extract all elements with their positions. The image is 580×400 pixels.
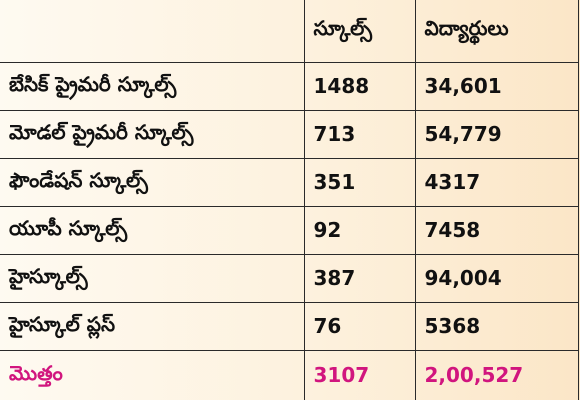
- row-schools: 92: [303, 205, 416, 255]
- row-label: ఫౌండేషన్ స్కూల్స్: [0, 157, 305, 207]
- row-schools: 387: [303, 253, 416, 303]
- row-schools: 1488: [303, 61, 416, 111]
- row-students: 94,004: [414, 253, 579, 303]
- row-label: యూపీ స్కూల్స్: [0, 205, 305, 255]
- row-label: హైస్కూల్ ప్లస్: [0, 301, 305, 351]
- row-label: హైస్కూల్స్: [0, 253, 305, 303]
- table-row: హైస్కూల్స్ 387 94,004: [0, 253, 579, 303]
- table-row: బేసిక్ ప్రైమరీ స్కూల్స్ 1488 34,601: [0, 61, 579, 111]
- table-header-row: స్కూల్స్ విద్యార్థులు: [0, 0, 579, 63]
- row-students: 34,601: [414, 61, 579, 111]
- table-row: మోడల్ ప్రైమరీ స్కూల్స్ 713 54,779: [0, 109, 579, 159]
- total-label: మొత్తం: [0, 349, 305, 400]
- row-schools: 76: [303, 301, 416, 351]
- row-label: బేసిక్ ప్రైమరీ స్కూల్స్: [0, 61, 305, 111]
- total-students: 2,00,527: [414, 349, 579, 400]
- header-category: [0, 0, 305, 63]
- header-students: విద్యార్థులు: [414, 0, 579, 63]
- table-row: ఫౌండేషన్ స్కూల్స్ 351 4317: [0, 157, 579, 207]
- total-schools: 3107: [303, 349, 416, 400]
- row-students: 54,779: [414, 109, 579, 159]
- row-schools: 351: [303, 157, 416, 207]
- row-students: 5368: [414, 301, 579, 351]
- table-row: హైస్కూల్ ప్లస్ 76 5368: [0, 301, 579, 351]
- row-students: 4317: [414, 157, 579, 207]
- table-row: యూపీ స్కూల్స్ 92 7458: [0, 205, 579, 255]
- header-schools: స్కూల్స్: [303, 0, 416, 63]
- row-label: మోడల్ ప్రైమరీ స్కూల్స్: [0, 109, 305, 159]
- row-students: 7458: [414, 205, 579, 255]
- row-schools: 713: [303, 109, 416, 159]
- table-total-row: మొత్తం 3107 2,00,527: [0, 349, 579, 400]
